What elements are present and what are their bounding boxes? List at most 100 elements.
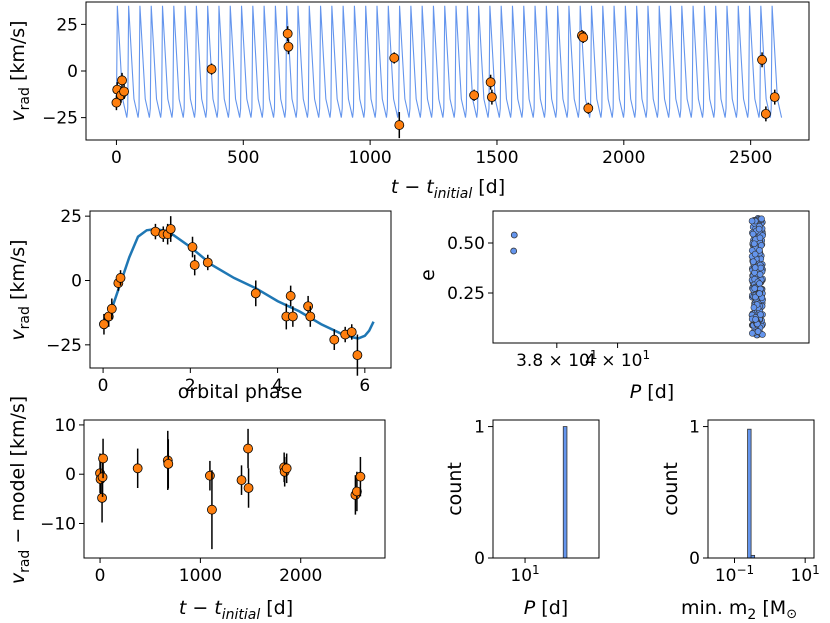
panel-phase: 0 2 4 6 25 0 −25 orbital phase vrad [km/s] [7,207,392,403]
p-e-xlabel: P [d] [630,381,674,403]
p-e-sample-point [750,304,758,311]
rv-time-ylabel: vrad [km/s] [7,20,33,121]
rv-time-point [283,41,294,52]
phase-point [165,224,176,234]
phase-point [285,291,296,301]
hist-p-plot-area [562,426,568,559]
rv-time-point [485,77,496,88]
p-e-sample-point [748,329,756,337]
phase-xtick-label: 4 [272,376,283,396]
p-e-sample-point [756,246,763,254]
rv-time-ytick-label: 0 [67,62,78,82]
residuals-xtick-label: 0 [95,566,106,586]
phase-point [346,327,357,337]
phase-xtick-label: 0 [98,376,109,396]
rv-time-frame [85,1,810,141]
hist-m2-xtick-label: 10−1 [715,563,754,586]
phase-ylabel: vrad [km/s] [7,239,33,340]
residuals-point [243,483,254,493]
p-e-sample-point [751,285,758,292]
rv-time-point [769,92,780,103]
rv-time-ytick-label: −25 [42,109,78,129]
hist-m2-plot-area [747,428,756,559]
residuals-point [355,471,366,482]
phase-xtick-label: 2 [185,376,196,396]
hist-m2-ytick-label: 1 [689,418,700,438]
panel-hist-p: 101 1 0 P [d] count [444,418,600,619]
phase-point [352,350,363,361]
p-e-sample-point [756,234,764,242]
residuals-xtick-label: 1000 [179,566,222,586]
hist-p-frame [492,419,600,559]
residuals-ylabel: vrad − model [km/s] [7,396,33,584]
hist-m2-bar [747,428,752,559]
phase-model-curve [101,227,375,340]
p-e-sample-point [755,225,763,233]
hist-m2-ytick-label: 0 [689,549,700,569]
rv-time-xtick-label: 0 [111,148,122,168]
phase-point [189,260,200,270]
rv-time-point [578,32,589,43]
residuals-point [243,443,253,454]
p-e-plot-area [510,214,766,339]
rv-time-point [760,108,771,119]
rv-time-xlabel: t − tinitial [d] [391,176,505,202]
p-e-sample-point [749,230,757,238]
rv-time-xtick-label: 2500 [729,148,772,168]
hist-p-xlabel: P [d] [524,597,568,619]
p-e-sample-point [510,231,518,239]
phase-point [303,301,314,312]
p-e-xtick-label: 3.8 × 101 [516,348,597,371]
hist-p-bar [562,426,568,559]
phase-xlabel: orbital phase [178,381,303,403]
phase-plot-area [99,216,375,376]
hist-p-ticks: 101 1 0 [474,418,540,586]
residuals-ytick-label: 0 [65,465,76,485]
phase-frame [89,210,392,369]
phase-ytick-label: 0 [71,271,82,291]
phase-ytick-label: −25 [46,336,82,356]
residuals-point [236,475,247,486]
rv-time-xtick-label: 2000 [602,148,645,168]
rv-time-plot-area [111,5,783,139]
residuals-frame [83,419,386,559]
p-e-sample-point [749,258,757,265]
p-e-sample-point [510,247,518,255]
p-e-frame [492,210,810,344]
p-e-sample-point [758,215,765,223]
phase-ticks: 0 2 4 6 25 0 −25 [46,207,370,396]
rv-time-point [117,75,127,86]
residuals-point [98,453,108,464]
p-e-sample-point [757,311,764,318]
residuals-point [281,463,292,474]
panel-hist-m2: 10−1 101 1 0 min. m2 [M⊙ count [660,418,820,623]
rv-time-point [119,86,129,97]
p-e-sample-point [752,293,759,301]
residuals-ticks: 0 1000 2000 10 0 −10 [40,416,322,586]
p-e-sample-point [748,217,756,225]
p-e-sample-point [756,290,763,297]
rv-time-point [486,92,497,103]
rv-time-point [206,64,217,75]
panel-rv-time: 0 500 1000 1500 2000 2500 25 0 −25 t − tinitial … [7,1,810,202]
p-e-sample-point [754,328,762,335]
p-e-ytick-label: 0.50 [447,234,485,254]
phase-point [115,273,126,283]
residuals-point [132,463,143,474]
p-e-xtick-label: 4 × 101 [585,348,650,371]
rv-time-model-curve [115,5,783,118]
residuals-point [352,486,362,497]
phase-point [106,303,117,314]
rv-time-point [469,90,480,101]
hist-p-ytick-label: 0 [474,549,485,569]
rv-time-point [583,103,594,114]
p-e-sample-point [757,264,764,272]
hist-m2-xlabel: min. m2 [M⊙ [681,597,797,623]
hist-p-xtick-label: 101 [510,563,539,586]
p-e-ylabel: e [417,269,439,281]
rv-time-ytick-label: 25 [56,15,78,35]
hist-m2-xtick-label: 101 [791,563,820,586]
